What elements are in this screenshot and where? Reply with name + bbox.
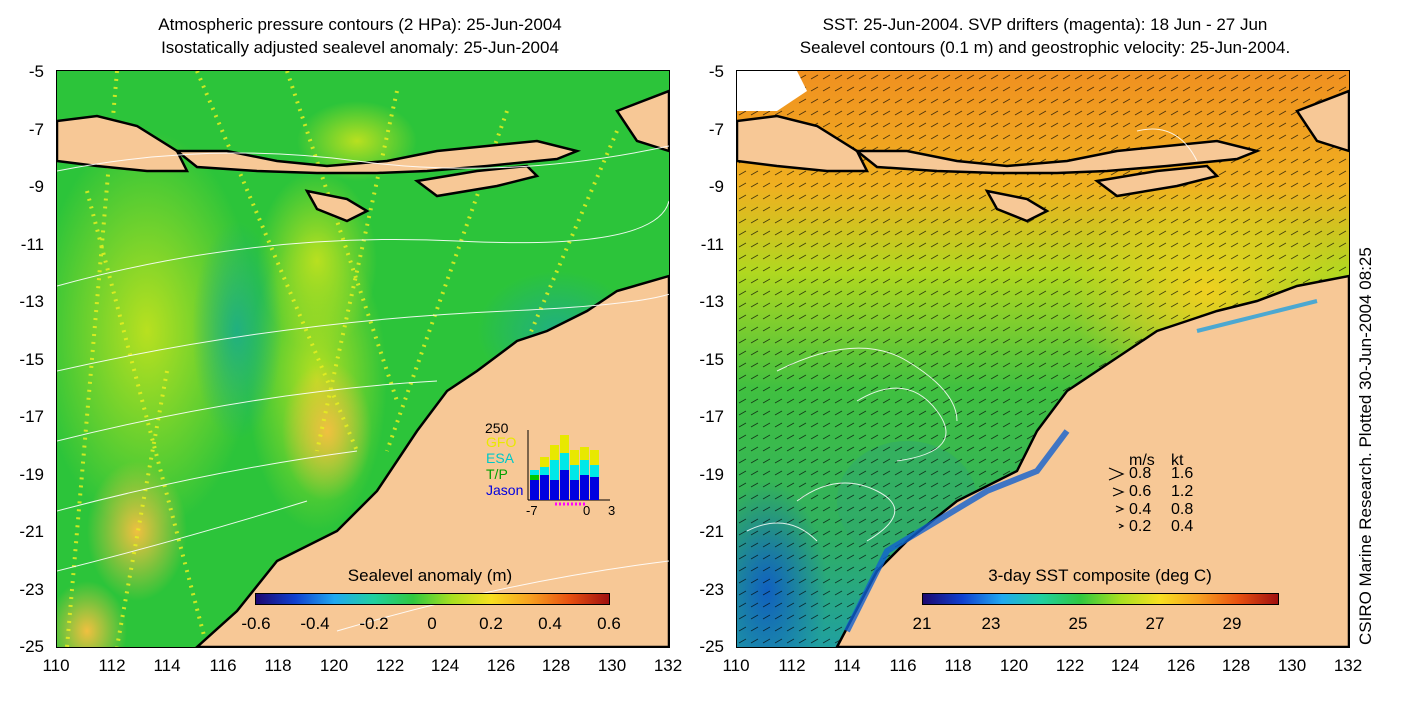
right-colorbar-tick: 29 [1222, 614, 1242, 633]
velocity-arrows [1108, 467, 1125, 529]
y-tick-label: -9 [708, 177, 724, 196]
left-map-canvas [57, 71, 669, 647]
y-tick-label: -23 [19, 580, 44, 599]
right-map-canvas [737, 71, 1349, 647]
x-tick-label: 120 [319, 656, 349, 675]
y-tick-label: -5 [28, 62, 44, 81]
right-colorbar-tick: 21 [912, 614, 932, 633]
y-tick-label: -19 [19, 465, 44, 484]
x-tick-label: 124 [1110, 656, 1140, 675]
y-tick-label: -25 [19, 637, 44, 656]
y-tick-label: -17 [19, 407, 44, 426]
x-tick-label: 112 [98, 656, 126, 675]
y-tick-label: -7 [708, 120, 724, 139]
right-title-line1: SST: 25-Jun-2004. SVP drifters (magenta)… [822, 15, 1268, 34]
right-colorbar [922, 593, 1279, 605]
credit-text: CSIRO Marine Research. Plotted 30-Jun-20… [1356, 247, 1375, 645]
left-colorbar-tick: -0.6 [241, 614, 271, 633]
velocity-header-kt: kt [1171, 452, 1184, 469]
y-tick-label: -7 [28, 120, 44, 139]
left-colorbar-tick: -0.4 [300, 614, 330, 633]
inset-series-jason: Jason [486, 482, 524, 498]
velocity-row-ms: 0.8 [1129, 465, 1152, 482]
y-tick-label: -13 [19, 292, 44, 311]
y-tick-label: -11 [700, 235, 724, 254]
velocity-row-kt: 1.6 [1171, 465, 1194, 482]
x-tick-label: 120 [999, 656, 1029, 675]
x-tick-label: 114 [833, 656, 861, 675]
y-tick-label: -9 [28, 177, 44, 196]
y-tick-label: -21 [19, 522, 44, 541]
x-tick-label: 110 [42, 656, 70, 675]
inset-x-label-mid: 0 [583, 503, 591, 518]
x-tick-label: 126 [1166, 656, 1196, 675]
x-tick-label: 116 [209, 656, 237, 675]
velocity-row-ms: 0.6 [1129, 483, 1152, 500]
x-tick-label: 118 [264, 656, 292, 675]
altimeter-inset: 250 GFO ESA T/P Jason -7 0 3 [480, 420, 630, 520]
y-tick-label: -17 [699, 407, 724, 426]
velocity-row-ms: 0.2 [1129, 518, 1152, 535]
x-tick-label: 126 [486, 656, 516, 675]
x-tick-label: 112 [778, 656, 806, 675]
x-tick-label: 128 [1221, 656, 1251, 675]
x-tick-label: 132 [1333, 656, 1363, 675]
inset-x-label-start: -7 [526, 503, 538, 518]
right-colorbar-tick: 23 [981, 614, 1001, 633]
velocity-row-kt: 1.2 [1171, 483, 1194, 500]
inset-series-tp: T/P [486, 466, 508, 482]
x-tick-label: 130 [597, 656, 627, 675]
velocity-row-ms: 0.4 [1129, 501, 1152, 518]
right-colorbar-title: 3-day SST composite (deg C) [988, 566, 1212, 585]
x-tick-label: 114 [153, 656, 181, 675]
left-colorbar-tick: 0.2 [479, 614, 503, 633]
velocity-row-kt: 0.8 [1171, 501, 1194, 518]
inset-x-label-end: 3 [608, 503, 616, 518]
inset-series-esa: ESA [486, 450, 515, 466]
right-colorbar-tick: 25 [1068, 614, 1088, 633]
left-title-line1: Atmospheric pressure contours (2 HPa): 2… [158, 15, 562, 34]
x-tick-label: 124 [430, 656, 460, 675]
x-tick-label: 122 [375, 656, 405, 675]
right-map [736, 70, 1350, 648]
inset-bars [527, 430, 610, 506]
left-map [56, 70, 670, 648]
right-title-line2: Sealevel contours (0.1 m) and geostrophi… [799, 38, 1291, 57]
y-tick-label: -25 [699, 637, 724, 656]
y-tick-label: -13 [699, 292, 724, 311]
velocity-row-kt: 0.4 [1171, 518, 1194, 535]
velocity-header-ms: m/s [1129, 452, 1155, 469]
velocity-legend: m/s kt 0.8 1.6 0.6 1.2 0.4 0.8 0.2 0.4 [1105, 452, 1235, 540]
left-colorbar-tick: 0.6 [597, 614, 621, 633]
y-tick-label: -15 [699, 350, 724, 369]
x-tick-label: 132 [653, 656, 683, 675]
left-colorbar [255, 593, 610, 605]
inset-series-gfo: GFO [486, 434, 517, 450]
x-tick-label: 110 [722, 656, 750, 675]
x-tick-label: 118 [944, 656, 972, 675]
right-colorbar-tick: 27 [1145, 614, 1165, 633]
y-tick-label: -23 [699, 580, 724, 599]
y-tick-label: -11 [20, 235, 44, 254]
x-tick-label: 122 [1055, 656, 1085, 675]
inset-ymax: 250 [485, 420, 509, 436]
left-colorbar-tick: -0.2 [359, 614, 389, 633]
x-tick-label: 130 [1277, 656, 1307, 675]
left-colorbar-title: Sealevel anomaly (m) [347, 566, 513, 585]
y-tick-label: -5 [708, 62, 724, 81]
left-title-line2: Isostatically adjusted sealevel anomaly:… [161, 38, 559, 57]
x-tick-label: 116 [889, 656, 917, 675]
left-colorbar-tick: 0.4 [538, 614, 562, 633]
left-colorbar-tick: 0 [427, 614, 437, 633]
x-tick-label: 128 [541, 656, 571, 675]
y-tick-label: -19 [699, 465, 724, 484]
y-tick-label: -15 [19, 350, 44, 369]
y-tick-label: -21 [699, 522, 724, 541]
